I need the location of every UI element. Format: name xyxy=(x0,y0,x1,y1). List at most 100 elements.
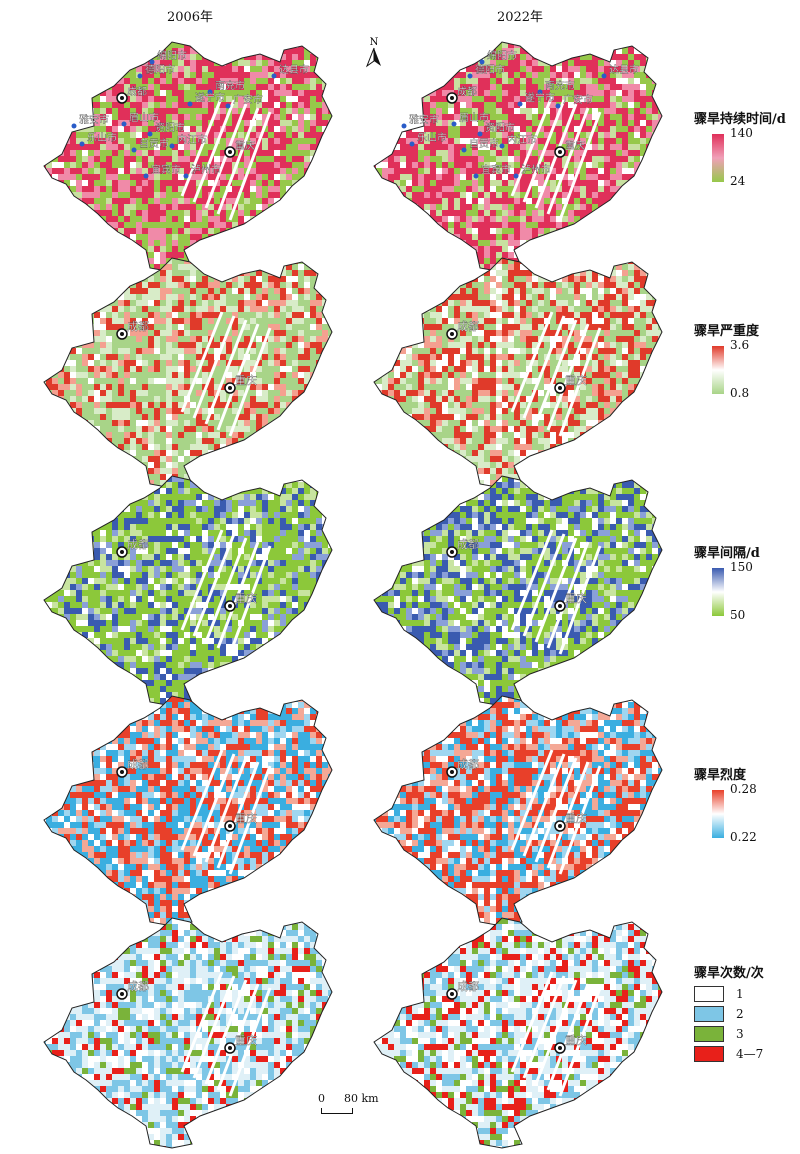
legend-title: 骤旱严重度 xyxy=(694,320,759,339)
legend-category: 1 xyxy=(694,986,744,1002)
city-label: 成都 xyxy=(457,758,479,771)
city-label: 成都 xyxy=(457,980,479,993)
city-dot-icon xyxy=(556,104,561,109)
city-dot-icon xyxy=(170,144,175,149)
city-label: 重庆 xyxy=(565,811,587,825)
city-dot-icon xyxy=(602,74,607,79)
city-label: 南充市 xyxy=(545,79,575,92)
column-title-2006: 2006年 xyxy=(130,6,250,25)
city-dot-icon xyxy=(452,122,457,127)
city-dot-icon xyxy=(462,148,467,153)
drought-map-r5-2006: 成都重庆 xyxy=(22,912,342,1154)
city-dot-icon xyxy=(138,74,143,79)
drought-map-r3-2022: 成都重庆 xyxy=(352,470,672,712)
scale-zero: 0 xyxy=(318,1092,325,1105)
city-label: 宜宾市 xyxy=(481,163,511,176)
legend-min: 0.22 xyxy=(730,830,757,844)
drought-map-r5-2022: 成都重庆 xyxy=(352,912,672,1154)
legend-count: 骤旱次数/次 1 2 3 4—7 xyxy=(694,962,764,981)
legend-category: 4—7 xyxy=(694,1046,763,1062)
drought-map-r1-2022: 绵阳市德阳市达县市成都南充市遂宁市广安市雅安市眉山市资阳市乐山市内江市自贡市重庆… xyxy=(352,36,672,278)
city-dot-icon xyxy=(478,132,483,137)
city-dot-icon xyxy=(122,122,127,127)
city-label: 达县市 xyxy=(279,63,309,76)
city-dot-icon xyxy=(518,102,523,107)
legend-title: 骤旱次数/次 xyxy=(694,962,764,981)
city-label: 内江市 xyxy=(507,133,537,146)
city-label: 内江市 xyxy=(177,133,207,146)
column-title-2022: 2022年 xyxy=(460,6,580,25)
legend-category: 3 xyxy=(694,1026,744,1042)
drought-map-r1-2006: 绵阳市德阳市达县市成都南充市遂宁市广安市雅安市眉山市资阳市乐山市内江市自贡市重庆… xyxy=(22,36,342,278)
city-label: 重庆 xyxy=(235,373,257,387)
city-dot-icon xyxy=(402,124,407,129)
city-label: 重庆 xyxy=(565,1033,587,1047)
city-dot-icon xyxy=(72,124,77,129)
city-label: 乐山市 xyxy=(417,131,447,144)
city-dot-icon xyxy=(132,148,137,153)
city-label: 成都 xyxy=(127,758,149,771)
legend-min: 24 xyxy=(730,174,745,188)
city-label: 重庆 xyxy=(565,373,587,387)
drought-map-r2-2006: 成都重庆 xyxy=(22,252,342,494)
city-label: 德阳市 xyxy=(475,63,505,76)
city-label: 雅安市 xyxy=(79,113,109,126)
scale-distance: 80 km xyxy=(344,1092,379,1105)
city-label: 绵阳市 xyxy=(487,49,517,62)
legend-max: 0.28 xyxy=(730,782,757,796)
legend-severity: 骤旱严重度 3.6 0.8 xyxy=(694,320,759,339)
city-label: 绵阳市 xyxy=(157,49,187,62)
city-label: 重庆 xyxy=(235,139,255,152)
city-dot-icon xyxy=(272,74,277,79)
city-label: 达县市 xyxy=(609,63,639,76)
city-label: 泸州市 xyxy=(191,163,221,176)
city-label: 德阳市 xyxy=(145,63,175,76)
city-dot-icon xyxy=(188,102,193,107)
city-label: 成都 xyxy=(457,538,479,551)
legend-title: 骤旱间隔/d xyxy=(694,542,760,561)
city-label: 遂宁市 xyxy=(195,91,225,104)
city-label: 成都 xyxy=(457,86,477,98)
city-label: 广安市 xyxy=(233,93,263,106)
city-label: 重庆 xyxy=(235,591,257,605)
city-dot-icon xyxy=(150,60,155,65)
city-label: 资阳市 xyxy=(155,121,185,134)
legend-gradient xyxy=(712,790,724,838)
city-label: 自贡市 xyxy=(469,137,499,150)
legend-intensity: 骤旱烈度 0.28 0.22 xyxy=(694,764,746,783)
city-label: 泸州市 xyxy=(521,163,551,176)
city-label: 自贡市 xyxy=(139,137,169,150)
city-dot-icon xyxy=(226,104,231,109)
city-dot-icon xyxy=(410,142,415,147)
drought-map-r2-2022: 成都重庆 xyxy=(352,252,672,494)
city-label: 重庆 xyxy=(565,591,587,605)
city-label: 成都 xyxy=(127,320,149,333)
city-label: 乐山市 xyxy=(87,131,117,144)
city-label: 遂宁市 xyxy=(525,91,555,104)
city-label: 成都 xyxy=(127,980,149,993)
drought-map-r3-2006: 成都重庆 xyxy=(22,470,342,712)
legend-min: 50 xyxy=(730,608,745,622)
city-dot-icon xyxy=(468,74,473,79)
legend-gradient xyxy=(712,134,724,182)
legend-max: 150 xyxy=(730,560,753,574)
city-label: 成都 xyxy=(127,538,149,551)
legend-interval: 骤旱间隔/d 150 50 xyxy=(694,542,760,561)
scale-bar: 0 80 km xyxy=(318,1092,388,1118)
city-label: 成都 xyxy=(127,86,147,98)
legend-max: 3.6 xyxy=(730,338,749,352)
city-dot-icon xyxy=(474,174,479,179)
city-dot-icon xyxy=(514,174,519,179)
legend-duration: 骤旱持续时间/d 140 24 xyxy=(694,108,786,127)
city-dot-icon xyxy=(500,144,505,149)
city-label: 雅安市 xyxy=(409,113,439,126)
city-label: 南充市 xyxy=(215,79,245,92)
city-dot-icon xyxy=(480,60,485,65)
city-label: 宜宾市 xyxy=(151,163,181,176)
city-label: 成都 xyxy=(457,320,479,333)
city-label: 重庆 xyxy=(235,1033,257,1047)
city-dot-icon xyxy=(144,174,149,179)
legend-max: 140 xyxy=(730,126,753,140)
legend-min: 0.8 xyxy=(730,386,749,400)
legend-gradient xyxy=(712,346,724,394)
